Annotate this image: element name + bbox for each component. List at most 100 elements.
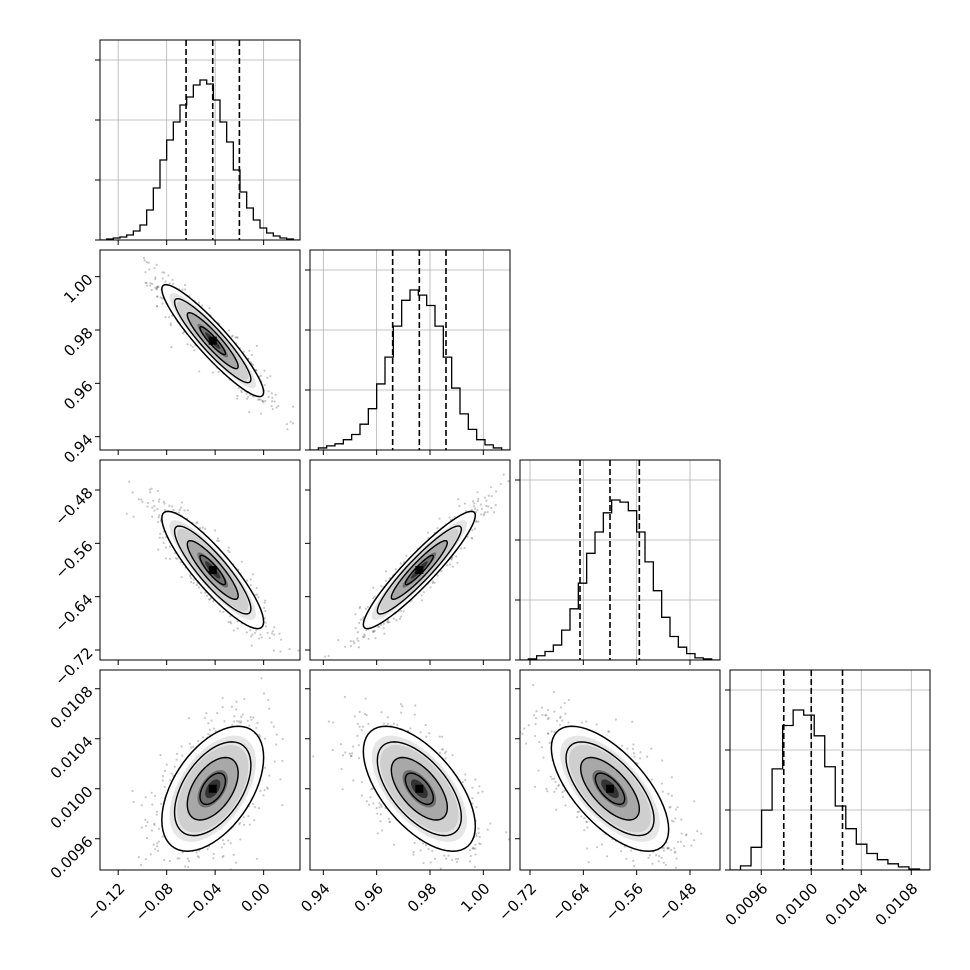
scatter-point <box>357 646 361 649</box>
scatter-point <box>486 828 489 831</box>
scatter-point <box>349 644 353 648</box>
scatter-point <box>208 598 211 601</box>
panel-3-0: −0.12 −0.08 −0.04 0.000.00960.01000.01040.0… <box>47 669 301 925</box>
scatter-point <box>483 496 487 499</box>
scatter-point <box>473 865 476 868</box>
scatter-point <box>350 754 353 757</box>
density-peak <box>415 784 424 793</box>
scatter-point <box>388 621 391 624</box>
scatter-point <box>212 852 215 856</box>
scatter-point <box>216 711 219 715</box>
scatter-point <box>363 633 366 636</box>
scatter-point <box>386 621 389 624</box>
scatter-point <box>210 719 213 722</box>
scatter-point <box>145 261 148 264</box>
scatter-point <box>141 500 144 503</box>
scatter-point <box>221 856 224 859</box>
scatter-point <box>256 593 259 596</box>
scatter-point <box>477 831 480 834</box>
scatter-point <box>473 505 476 508</box>
scatter-point <box>378 802 381 805</box>
scatter-point <box>182 871 184 873</box>
scatter-point <box>482 514 485 517</box>
scatter-point <box>413 713 416 716</box>
scatter-point <box>149 491 152 494</box>
scatter-point <box>525 440 527 442</box>
scatter-point <box>197 856 201 859</box>
scatter-point <box>137 856 140 859</box>
scatter-point <box>222 610 225 614</box>
scatter-point <box>278 632 281 635</box>
scatter-point <box>239 838 242 841</box>
scatter-point <box>227 329 231 332</box>
scatter-point <box>555 808 558 811</box>
scatter-point <box>242 350 245 353</box>
scatter-point <box>235 861 238 864</box>
scatter-point <box>451 754 454 757</box>
scatter-point <box>479 842 482 846</box>
scatter-point <box>144 796 147 799</box>
scatter-point <box>337 638 340 642</box>
scatter-point <box>409 727 412 730</box>
scatter-point <box>639 751 642 754</box>
scatter-point <box>358 757 361 760</box>
scatter-point <box>270 632 274 635</box>
contour-1sigma <box>186 311 239 370</box>
scatter-point <box>471 846 474 849</box>
scatter-point <box>223 720 226 723</box>
scatter-point <box>139 863 143 867</box>
scatter-point <box>145 836 149 840</box>
scatter-point <box>440 748 444 751</box>
panel-frame <box>99 459 301 661</box>
scatter-point <box>477 520 480 523</box>
scatter-point <box>236 397 239 400</box>
scatter-point <box>208 307 211 310</box>
scatter-point <box>179 561 183 564</box>
scatter-point <box>146 505 149 508</box>
scatter-point <box>165 557 168 560</box>
scatter-point <box>233 715 236 718</box>
scatter-point <box>371 630 375 634</box>
scatter-point <box>198 526 202 530</box>
scatter-point <box>595 846 599 849</box>
scatter-point <box>190 580 193 584</box>
scatter-point <box>372 597 375 600</box>
scatter-point <box>270 405 273 408</box>
scatter-point <box>236 627 239 630</box>
scatter-point <box>246 719 249 722</box>
scatter-point <box>494 504 497 507</box>
scatter-point <box>155 287 158 290</box>
scatter-point <box>125 512 128 515</box>
scatter-point <box>259 633 262 636</box>
scatter-point <box>277 404 280 408</box>
scatter-point <box>361 617 365 620</box>
scatter-point <box>463 502 467 505</box>
scatter-point <box>263 601 266 604</box>
scatter-point <box>161 779 164 782</box>
scatter-point <box>291 422 294 425</box>
scatter-point <box>233 720 236 723</box>
x-tick-label: 0.98 <box>404 880 440 916</box>
scatter-point <box>207 733 210 736</box>
scatter-point <box>271 400 274 403</box>
scatter-point <box>268 636 271 640</box>
scatter-point <box>429 586 432 589</box>
scatter-point <box>327 720 331 723</box>
scatter-point <box>177 511 181 514</box>
scatter-point <box>155 305 159 308</box>
scatter-point <box>399 562 402 565</box>
scatter-point <box>439 867 442 870</box>
scatter-point <box>171 505 174 508</box>
scatter-point <box>363 712 367 716</box>
scatter-point <box>471 537 474 540</box>
scatter-point <box>161 297 164 300</box>
scatter-point <box>259 735 262 738</box>
scatter-point <box>188 742 191 745</box>
scatter-point <box>386 621 390 624</box>
scatter-point <box>149 284 152 287</box>
scatter-point <box>291 405 295 408</box>
scatter-point <box>257 398 260 401</box>
scatter-point <box>661 790 664 793</box>
panel-2-0: −0.72−0.64−0.56−0.48 <box>51 459 301 689</box>
contour-0.5sigma <box>199 325 227 356</box>
